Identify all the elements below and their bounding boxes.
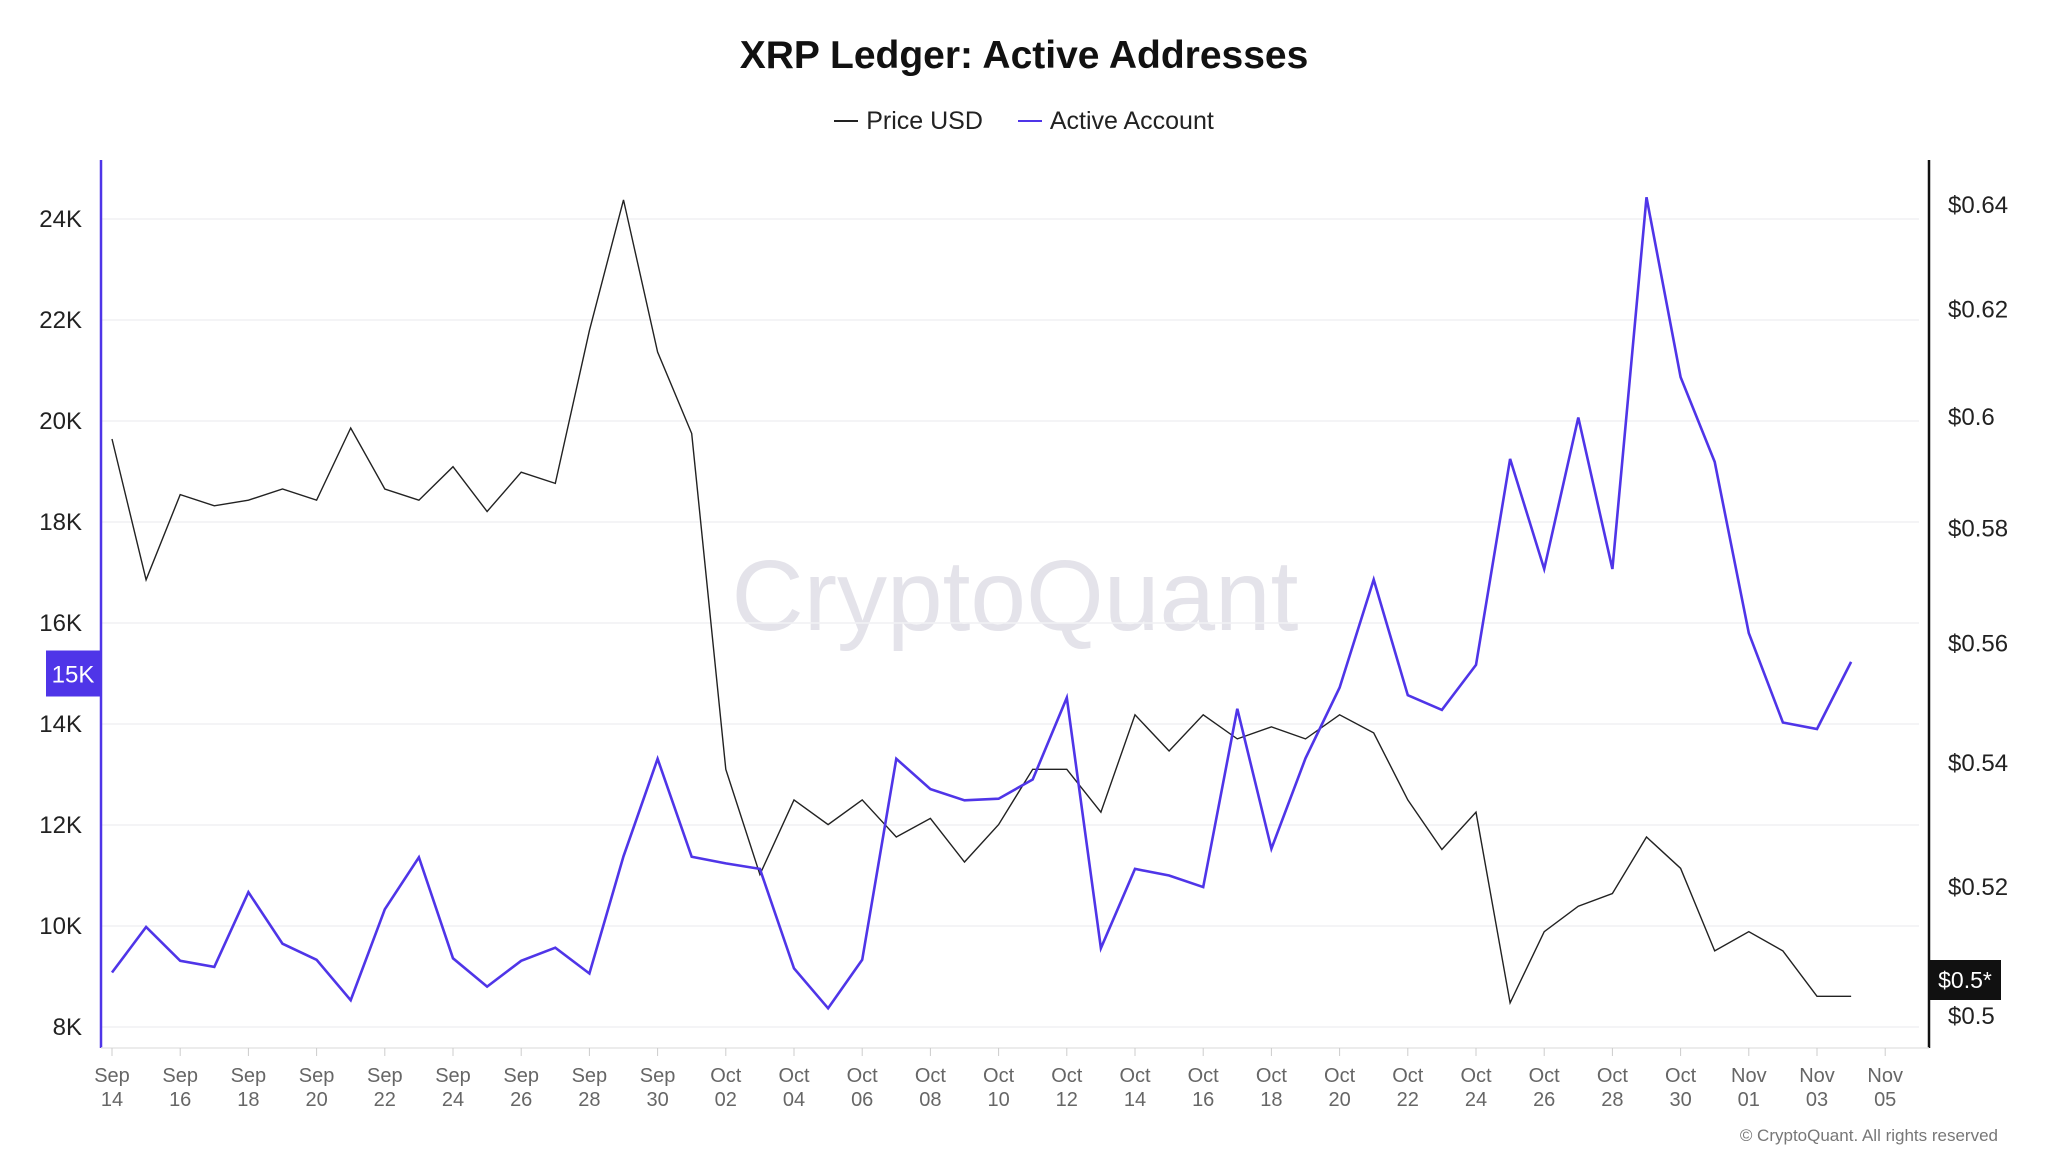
x-tick-label-day: 02 [715,1089,737,1111]
x-tick-label-month: Sep [94,1065,130,1087]
x-tick-label-day: 22 [1397,1089,1419,1111]
x-tick-label-month: Oct [847,1065,879,1087]
legend-swatch-active-account [1017,120,1042,122]
chart-title: XRP Ledger: Active Addresses [739,34,1309,77]
x-tick-label-month: Oct [1597,1065,1629,1087]
y-left-tick-label: 22K [39,307,82,334]
x-tick-label-month: Nov [1867,1065,1903,1087]
x-tick-label-day: 28 [1601,1089,1623,1111]
x-tick-label-day: 03 [1806,1089,1828,1111]
x-tick-label-month: Oct [1051,1065,1083,1087]
x-tick-label-month: Oct [983,1065,1015,1087]
current-value-badge-right [1930,960,2001,1000]
x-tick-label-month: Sep [503,1065,539,1087]
y-right-tick-label: $0.5 [1948,1003,1995,1030]
x-tick-label-month: Sep [435,1065,471,1087]
x-tick-label-day: 06 [851,1089,873,1111]
y-left-tick-label: 20K [39,408,82,435]
series-line-price-usd [111,199,1852,1006]
x-tick-label-month: Oct [1529,1065,1561,1087]
y-right-tick-label: $0.58 [1948,515,2008,542]
y-right-tick-label: $0.64 [1948,192,2008,219]
x-tick-label-day: 14 [101,1089,123,1111]
x-tick-label-day: 04 [783,1089,805,1111]
x-tick-label-day: 01 [1738,1089,1760,1111]
x-tick-label-month: Oct [915,1065,947,1087]
x-tick-label-month: Nov [1799,1065,1835,1087]
legend-label-active-account: Active Account [1049,106,1214,135]
x-tick-label-day: 24 [442,1089,464,1111]
x-tick-label-month: Sep [640,1065,676,1087]
x-tick-label-day: 14 [1124,1089,1146,1111]
x-tick-label-month: Oct [1392,1065,1424,1087]
y-left-tick-label: 24K [39,206,82,233]
x-tick-label-month: Sep [367,1065,403,1087]
x-tick-label-day: 30 [646,1089,668,1111]
x-tick-label-month: Sep [572,1065,608,1087]
current-value-badge-left [46,650,101,697]
y-left-tick-label: 16K [39,610,82,637]
x-tick-label-month: Sep [162,1065,198,1087]
x-tick-label-month: Oct [778,1065,810,1087]
x-tick-label-day: 18 [1260,1089,1282,1111]
legend-item-active-account[interactable]: Active Account [1017,106,1214,136]
x-tick-label-month: Oct [1256,1065,1288,1087]
copyright: © CryptoQuant. All rights reserved [1739,1126,1998,1145]
y-right-tick-label: $0.54 [1948,750,2008,777]
x-tick-label-month: Sep [231,1065,267,1087]
x-tick-label-day: 24 [1465,1089,1487,1111]
x-tick-label-month: Nov [1731,1065,1767,1087]
watermark: CryptoQuant [732,540,1299,652]
x-tick-label-day: 20 [305,1089,327,1111]
series-line-active-account [110,197,1853,1011]
y-right-tick-label: $0.6 [1948,404,1995,431]
y-left-tick-label: 18K [39,509,82,536]
legend-item-price[interactable]: Price USD [834,107,983,136]
x-tick-label-month: Oct [1460,1065,1492,1087]
x-tick-label-day: 28 [578,1089,600,1111]
current-value-badge-left-text: 15K [52,662,95,689]
x-tick-label-month: Oct [1324,1065,1356,1087]
x-tick-label-month: Sep [299,1065,335,1087]
x-tick-label-month: Oct [1665,1065,1697,1087]
y-right-tick-label: $0.52 [1948,874,2008,901]
x-tick-label-day: 16 [1192,1089,1214,1111]
y-left-tick-label: 10K [39,913,82,940]
current-value-badge-right-text: $0.5* [1938,967,1992,993]
x-tick-label-day: 12 [1056,1089,1078,1111]
y-left-tick-label: 12K [39,812,82,839]
x-tick-label-day: 22 [374,1089,396,1111]
x-tick-label-day: 10 [987,1089,1009,1111]
y-left-tick-label: 14K [39,711,82,738]
legend-swatch-price [834,120,859,122]
legend: Price USD Active Account [0,100,2048,136]
y-right-tick-label: $0.62 [1948,296,2008,323]
y-right-tick-label: $0.56 [1948,631,2008,658]
x-tick-label-month: Oct [1119,1065,1151,1087]
y-left-tick-label: 8K [53,1014,82,1041]
x-tick-label-month: Oct [710,1065,742,1087]
x-tick-label-day: 08 [919,1089,941,1111]
x-tick-label-day: 30 [1669,1089,1691,1111]
x-tick-label-day: 26 [510,1089,532,1111]
x-tick-label-day: 20 [1328,1089,1350,1111]
x-tick-label-day: 18 [237,1089,259,1111]
x-tick-label-day: 16 [169,1089,191,1111]
x-tick-label-month: Oct [1188,1065,1220,1087]
x-tick-label-day: 05 [1874,1089,1896,1111]
x-tick-label-day: 26 [1533,1089,1555,1111]
legend-label-price: Price USD [866,106,983,135]
